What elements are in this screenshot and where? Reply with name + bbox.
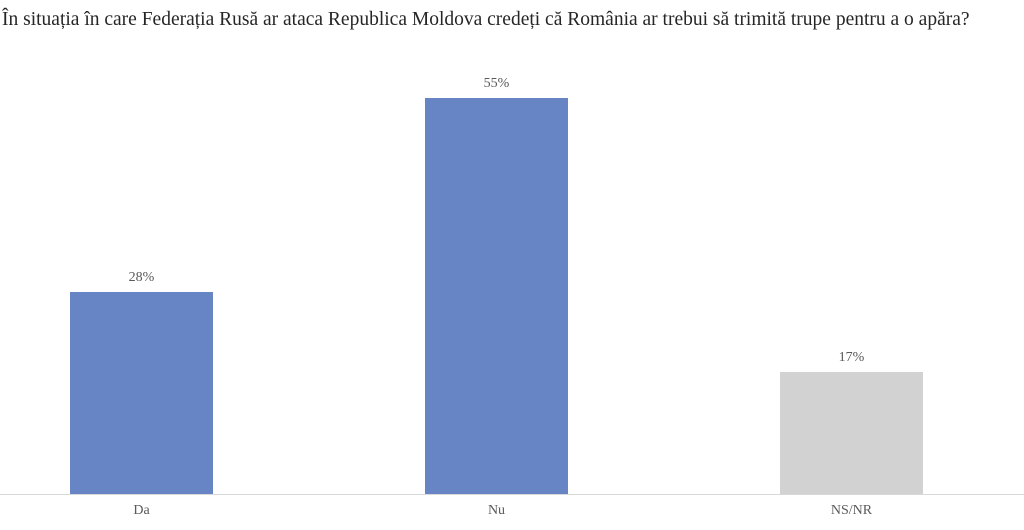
- category-label-da: Da: [133, 503, 150, 518]
- bar-nsnr: [780, 371, 923, 494]
- bar-nu: [425, 98, 568, 494]
- bar-value-label-nu: 55%: [483, 76, 510, 91]
- bar-group-da: 28%: [70, 270, 213, 494]
- category-label-nu: Nu: [487, 503, 506, 518]
- plot-area: 28% 55% 17%: [0, 76, 1024, 495]
- x-axis-category-row: Da Nu NS/NR: [0, 499, 1024, 530]
- bar-da: [70, 292, 213, 494]
- bar-group-nu: 55%: [425, 76, 568, 494]
- bar-value-label-nsnr: 17%: [838, 349, 865, 365]
- bar-group-nsnr: 17%: [780, 350, 923, 494]
- category-label-nsnr: NS/NR: [830, 503, 873, 518]
- bar-value-label-da: 28%: [128, 270, 155, 286]
- chart-title: În situația în care Federația Rusă ar at…: [2, 9, 970, 30]
